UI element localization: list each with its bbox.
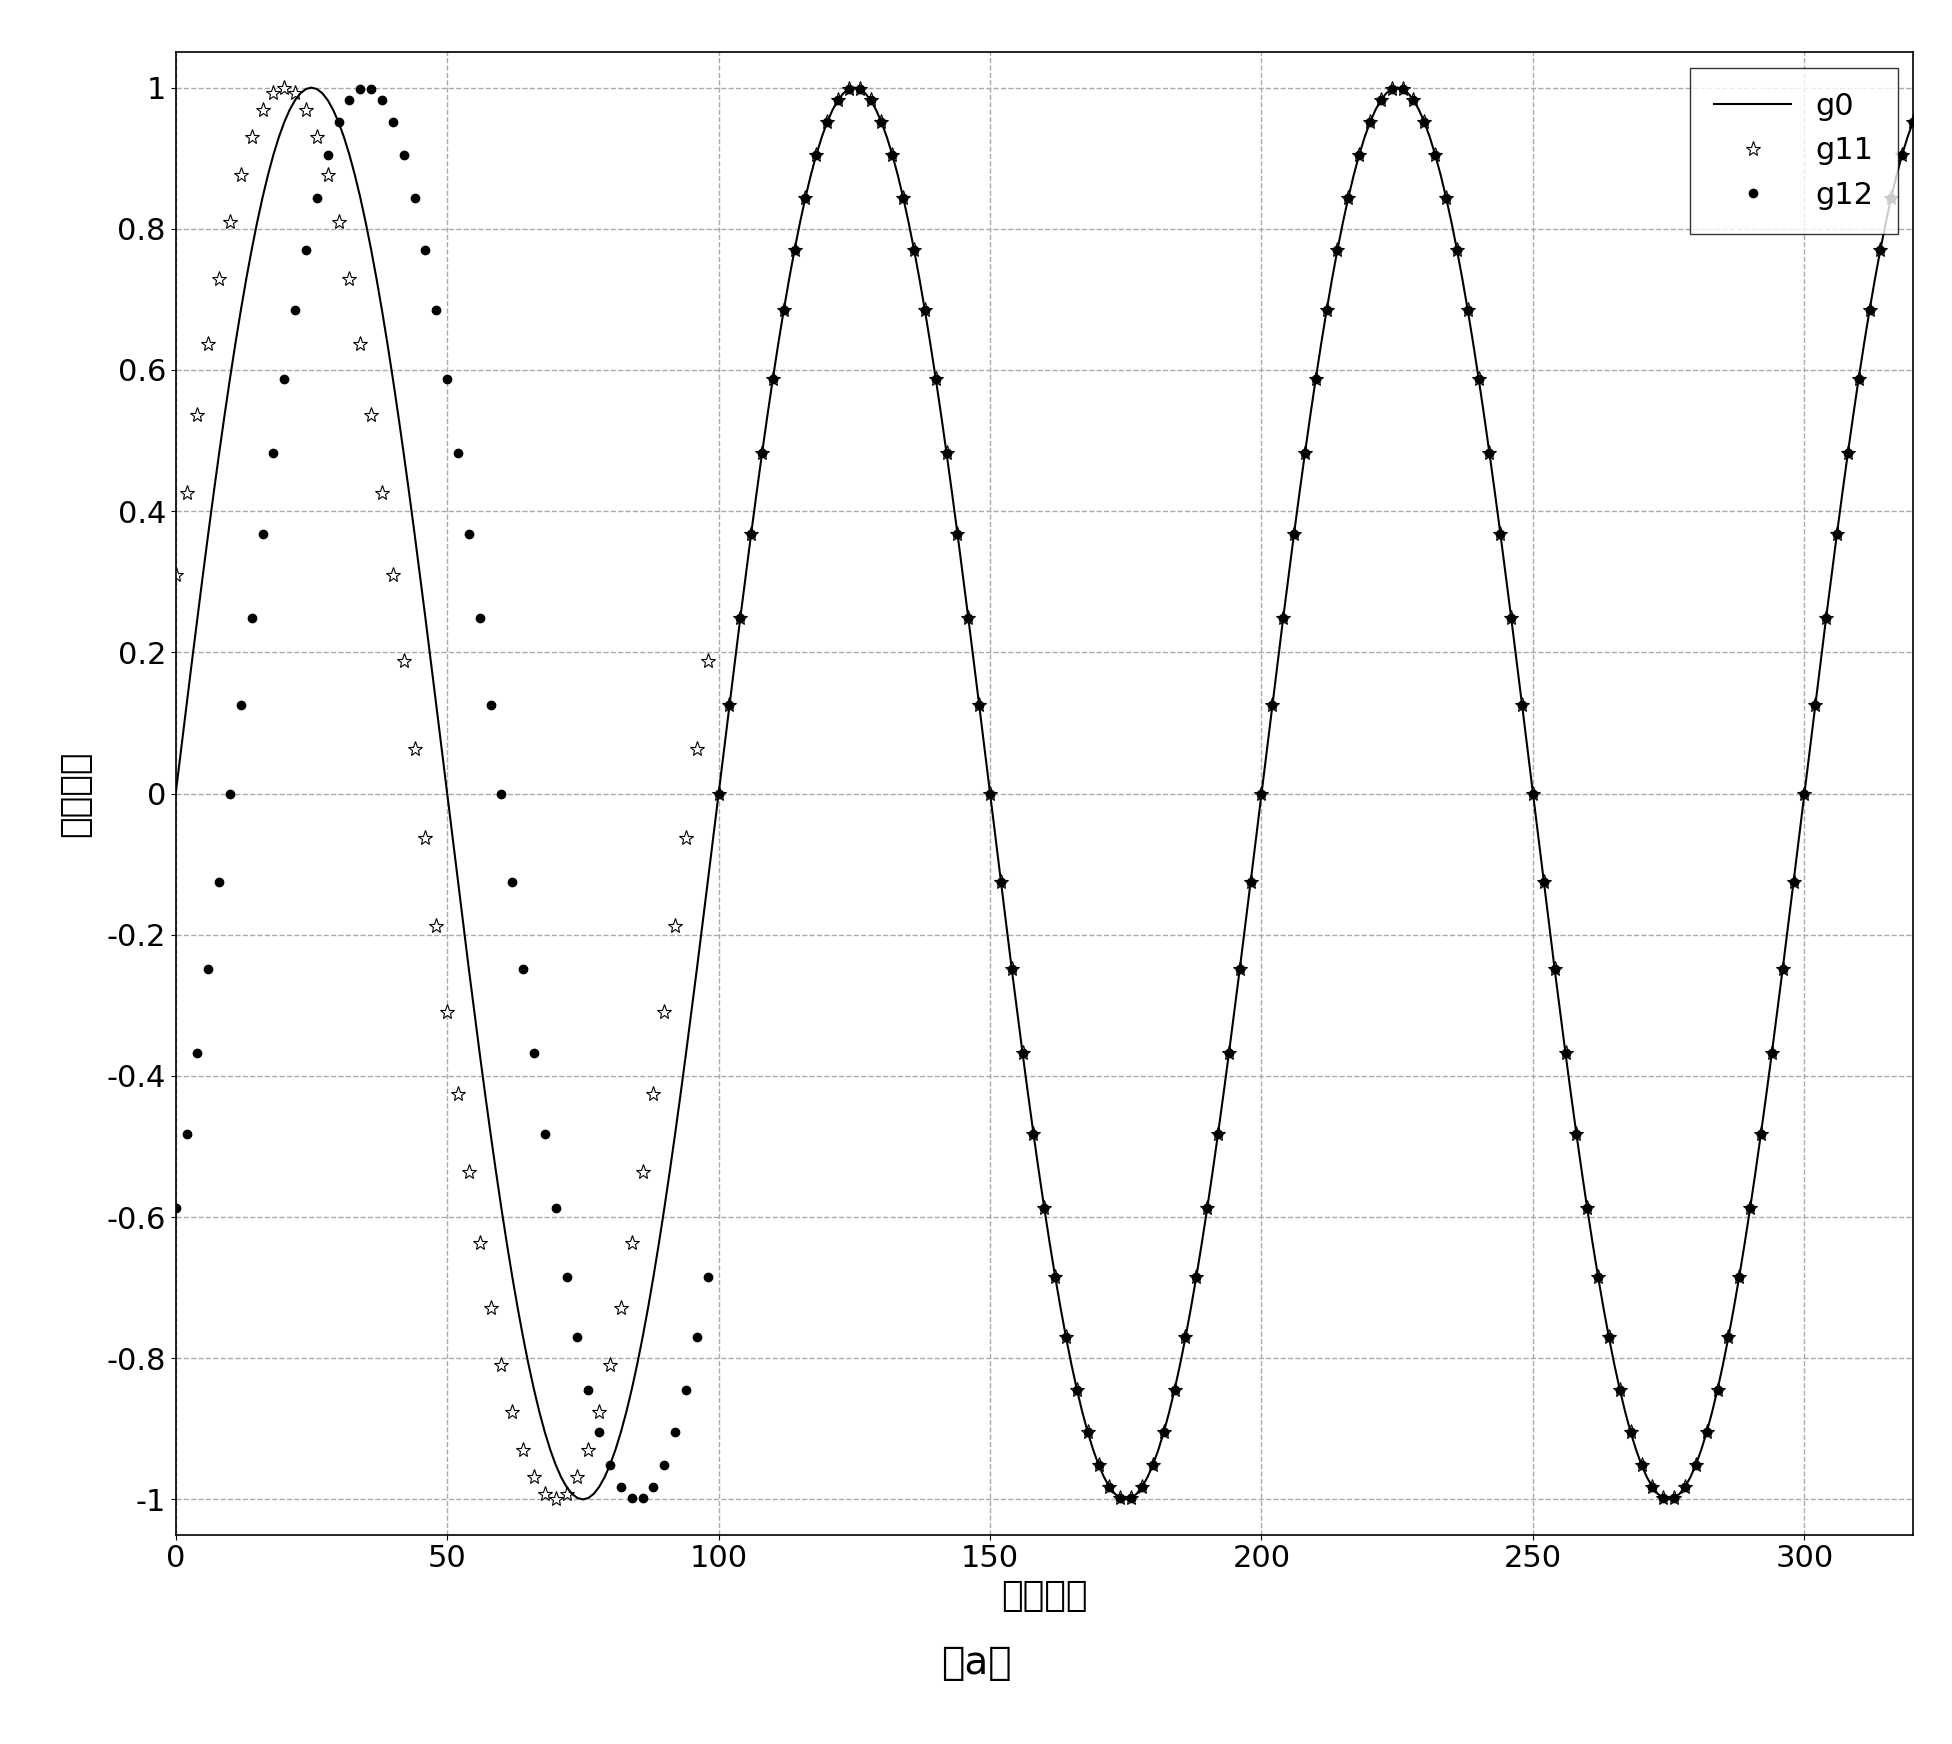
- g12: [804, 145, 828, 166]
- g11: [273, 77, 297, 98]
- Legend: g0, g11, g12: g0, g11, g12: [1690, 68, 1897, 234]
- Text: （a）: （a）: [941, 1645, 1011, 1683]
- g11: [164, 565, 187, 586]
- g12: [740, 523, 763, 544]
- g12: [1392, 78, 1415, 99]
- g11: [545, 1489, 568, 1510]
- g11: [664, 916, 687, 937]
- g12: [164, 1198, 187, 1219]
- g12: [1901, 112, 1925, 133]
- Line: g12: g12: [172, 85, 1917, 1502]
- g0: [1218, 1043, 1241, 1064]
- g12: [1618, 1421, 1642, 1442]
- g0: [1739, 1198, 1763, 1219]
- g0: [1407, 99, 1431, 120]
- X-axis label: 采样点数: 采样点数: [1001, 1578, 1087, 1613]
- Line: g11: g11: [168, 80, 1921, 1507]
- g11: [1901, 112, 1925, 133]
- g0: [523, 1380, 547, 1400]
- Y-axis label: 信号幅度: 信号幅度: [59, 750, 92, 837]
- g0: [164, 783, 187, 804]
- g0: [301, 77, 324, 98]
- g0: [1267, 651, 1290, 671]
- g11: [1837, 443, 1860, 464]
- g11: [1716, 1327, 1739, 1348]
- g12: [1716, 1327, 1739, 1348]
- g12: [642, 1477, 666, 1498]
- Line: g0: g0: [176, 87, 1913, 1500]
- g0: [1901, 112, 1925, 133]
- g11: [826, 89, 849, 110]
- g11: [761, 368, 785, 389]
- g11: [1630, 1454, 1653, 1475]
- g0: [572, 1489, 595, 1510]
- g12: [1837, 443, 1860, 464]
- g12: [1651, 1488, 1675, 1509]
- g0: [947, 523, 970, 544]
